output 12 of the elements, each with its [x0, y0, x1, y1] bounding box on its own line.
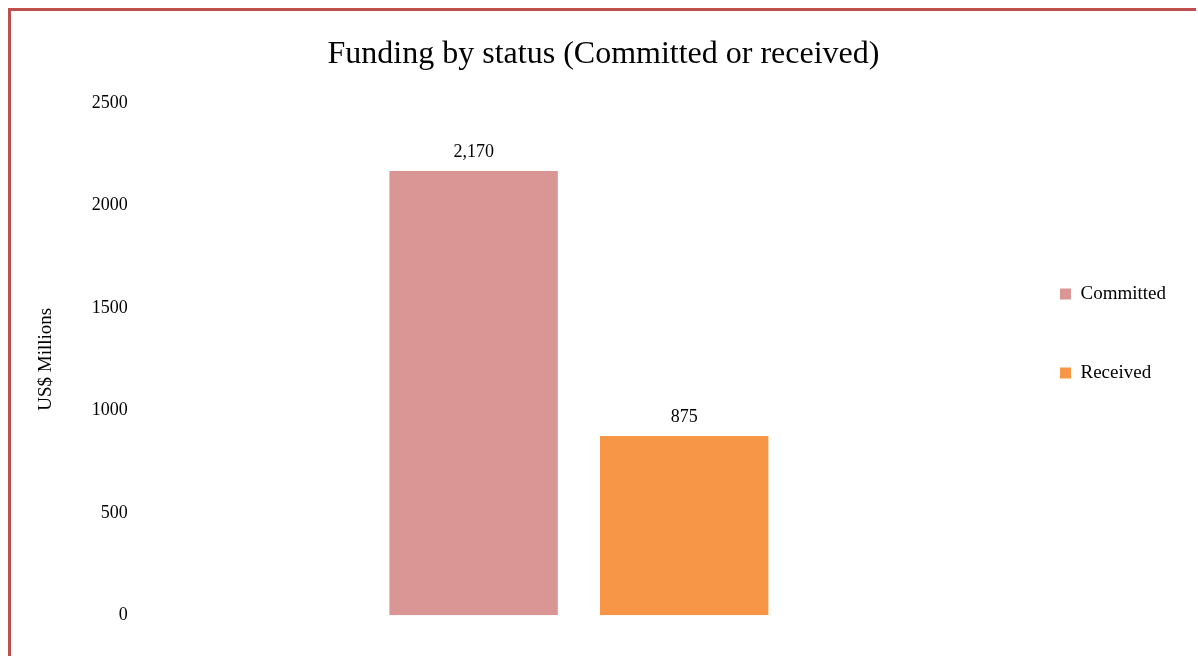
y-axis-title: US$ Millions: [34, 307, 56, 411]
y-tick-label: 2500: [91, 92, 128, 113]
data-label: 875: [670, 405, 698, 426]
y-tick-label: 1000: [91, 399, 128, 420]
y-tick-label: 500: [100, 501, 128, 522]
legend-label: Committed: [1080, 281, 1167, 303]
y-tick-label: 2000: [91, 194, 128, 215]
y-tick-label: 0: [118, 603, 128, 624]
chart-title: Funding by status (Committed or received): [327, 33, 880, 70]
y-tick-label: 1500: [91, 296, 128, 317]
data-label: 2,170: [453, 140, 494, 161]
legend-label: Received: [1080, 360, 1152, 382]
